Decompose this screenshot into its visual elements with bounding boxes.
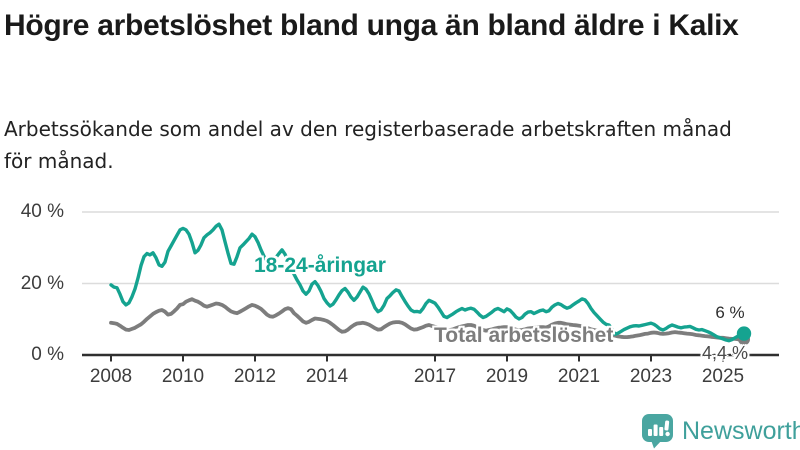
x-tick-label: 2021: [557, 366, 601, 387]
end-value-young: 6 %: [715, 303, 745, 322]
x-tick-label: 2014: [305, 366, 349, 387]
x-tick-label: 2023: [629, 366, 673, 387]
chart-title: Högre arbetslöshet bland unga än bland ä…: [4, 9, 739, 42]
series-label-young: 18-24-åringar: [254, 254, 386, 277]
series-label-total: Total arbetslöshet: [434, 324, 614, 347]
newsworthy-bubble-icon: [642, 414, 673, 449]
x-tick-label: 2025: [701, 366, 745, 387]
newsworthy-wordmark: Newsworthy: [682, 416, 800, 445]
x-tick-label: 2008: [89, 366, 133, 387]
newsworthy-logo[interactable]: Newsworthy: [641, 413, 800, 449]
series-line-young: [109, 222, 746, 343]
end-dot-young: [736, 326, 752, 341]
y-tick-label: 0 %: [31, 344, 64, 365]
y-tick-label: 40 %: [20, 201, 64, 222]
x-tick-label: 2012: [233, 366, 277, 387]
series-line-total: [109, 297, 746, 342]
end-value-total: 4,4 %: [702, 343, 749, 363]
x-tick-label: 2017: [413, 366, 457, 387]
x-tick-label: 2019: [485, 366, 529, 387]
y-tick-label: 20 %: [20, 272, 64, 294]
chart-subtitle: Arbetssökande som andel av den registerb…: [4, 117, 732, 173]
x-tick-label: 2010: [161, 366, 205, 387]
